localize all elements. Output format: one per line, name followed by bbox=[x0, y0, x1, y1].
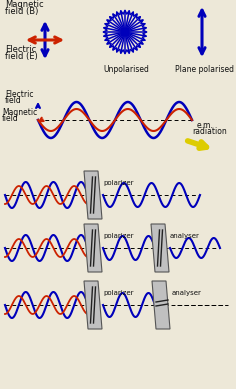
Text: Magnetic: Magnetic bbox=[5, 0, 44, 9]
Text: analyser: analyser bbox=[170, 233, 200, 239]
Text: field (B): field (B) bbox=[5, 7, 38, 16]
Text: field (E): field (E) bbox=[5, 52, 38, 61]
Polygon shape bbox=[84, 281, 102, 329]
Text: field: field bbox=[5, 96, 22, 105]
Text: radiation: radiation bbox=[192, 127, 227, 136]
Text: analyser: analyser bbox=[172, 290, 202, 296]
Text: polarizer: polarizer bbox=[103, 290, 134, 296]
Text: Electric: Electric bbox=[5, 45, 36, 54]
Polygon shape bbox=[151, 224, 169, 272]
Text: Unpolarised: Unpolarised bbox=[103, 65, 149, 74]
Text: e.m.: e.m. bbox=[197, 121, 214, 130]
Polygon shape bbox=[84, 171, 102, 219]
Text: Plane polarised: Plane polarised bbox=[175, 65, 234, 74]
Text: polarizer: polarizer bbox=[103, 233, 134, 239]
Text: field: field bbox=[2, 114, 19, 123]
Polygon shape bbox=[152, 281, 170, 329]
Text: Electric: Electric bbox=[5, 90, 34, 99]
Text: polarizer: polarizer bbox=[103, 180, 134, 186]
Text: Magnetic: Magnetic bbox=[2, 108, 37, 117]
Polygon shape bbox=[84, 224, 102, 272]
